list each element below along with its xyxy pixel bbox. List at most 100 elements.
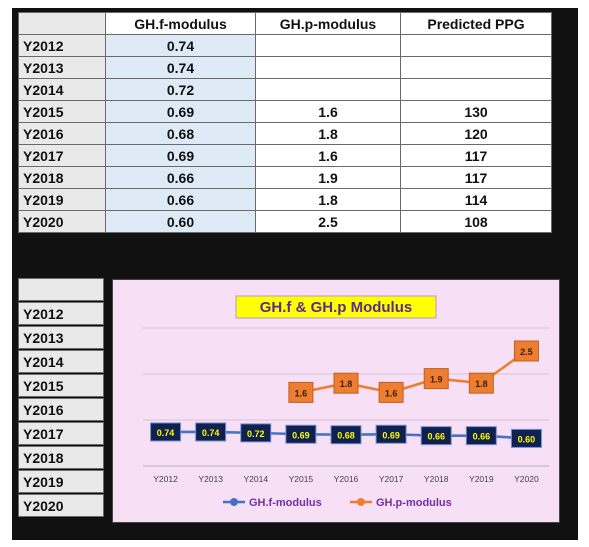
legend-marker	[357, 498, 365, 506]
legend-label: GH.p-modulus	[376, 497, 452, 509]
predicted-ppg-cell: 117	[400, 166, 552, 189]
gh-f-label-box	[285, 424, 317, 444]
gh-f-data-label: 0.69	[292, 430, 310, 440]
gf-modulus-cell: 0.60	[105, 210, 256, 233]
year-cell: Y2015	[18, 100, 106, 123]
gf-modulus-cell: 0.66	[105, 166, 256, 189]
legend-marker	[230, 498, 238, 506]
gh-f-label-box	[510, 428, 542, 448]
predicted-ppg-cell: 108	[400, 210, 552, 233]
data-table: GH.f-modulus GH.p-modulus Predicted PPG Y20…	[18, 12, 552, 233]
predicted-ppg-cell	[400, 34, 552, 57]
table-row: Y2017 0.69 1.6 117	[18, 144, 552, 167]
year-cell: Y2013	[18, 56, 106, 79]
gf-modulus-cell: 0.66	[105, 188, 256, 211]
modulus-line-chart: GH.f & GH.p Modulus Y2012 Y2013 Y2014 Y2015 Y…	[143, 295, 549, 509]
year-cell: Y2012	[18, 34, 106, 57]
x-tick-label: Y2020	[514, 474, 539, 484]
lower-year-cell: Y2020	[18, 494, 104, 517]
header-corner-cell	[18, 12, 106, 35]
gh-f-data-label: 0.69	[382, 430, 400, 440]
predicted-ppg-cell: 117	[400, 144, 552, 167]
x-tick-label: Y2013	[198, 474, 223, 484]
table-row: Y2012 0.74	[18, 34, 552, 57]
lower-year-cell: Y2012	[18, 302, 104, 325]
gh-p-data-label: 1.8	[475, 379, 488, 389]
gh-f-data-label: 0.60	[518, 434, 536, 444]
gh-f-data-label: 0.66	[427, 432, 445, 442]
chart-title-box	[235, 295, 437, 319]
year-cell: Y2014	[18, 78, 106, 101]
x-tick-label: Y2012	[153, 474, 178, 484]
chart-panel: GH.f & GH.p Modulus Y2012 Y2013 Y2014 Y2015 Y…	[112, 279, 560, 523]
gf-modulus-cell: 0.69	[105, 144, 256, 167]
chart-title: GH.f & GH.p Modulus	[260, 299, 412, 316]
x-tick-label: Y2019	[469, 474, 494, 484]
gp-modulus-cell: 1.6	[255, 100, 401, 123]
predicted-ppg-cell	[400, 78, 552, 101]
column-header: GH.p-modulus	[255, 12, 401, 35]
x-tick-label: Y2015	[289, 474, 314, 484]
x-tick-label: Y2014	[243, 474, 268, 484]
table-row: Y2019 0.66 1.8 114	[18, 188, 552, 211]
gp-modulus-cell: 1.8	[255, 122, 401, 145]
gh-f-data-label: 0.68	[337, 431, 355, 441]
gh-p-data-label: 1.8	[340, 379, 353, 389]
table-row: Y2015 0.69 1.6 130	[18, 100, 552, 123]
lower-year-blank-cell	[18, 278, 104, 301]
gp-modulus-cell: 1.9	[255, 166, 401, 189]
gp-modulus-cell: 2.5	[255, 210, 401, 233]
gh-f-data-label: 0.72	[247, 429, 265, 439]
gh-p-data-label: 2.5	[520, 347, 533, 357]
x-tick-label: Y2016	[334, 474, 359, 484]
gf-modulus-cell: 0.74	[105, 34, 256, 57]
gh-p-point	[288, 381, 314, 403]
gp-modulus-cell: 1.6	[255, 144, 401, 167]
gh-f-label-box	[240, 423, 272, 443]
x-tick-label: Y2017	[379, 474, 404, 484]
year-cell: Y2018	[18, 166, 106, 189]
gh-p-data-label: 1.6	[295, 388, 308, 398]
gf-modulus-cell: 0.72	[105, 78, 256, 101]
gp-modulus-cell	[255, 78, 401, 101]
table-row: Y2014 0.72	[18, 78, 552, 101]
table-row: Y2020 0.60 2.5 108	[18, 210, 552, 233]
gh-f-label-box	[420, 426, 452, 446]
gh-f-label-box	[330, 425, 362, 445]
lower-year-cell: Y2018	[18, 446, 104, 469]
lower-year-cell: Y2019	[18, 470, 104, 493]
legend-label: GH.f-modulus	[249, 497, 322, 509]
lower-year-cell: Y2015	[18, 374, 104, 397]
predicted-ppg-cell	[400, 56, 552, 79]
table-row: Y2018 0.66 1.9 117	[18, 166, 552, 189]
lower-year-cell: Y2013	[18, 326, 104, 349]
gh-f-data-label: 0.74	[157, 428, 175, 438]
year-cell: Y2020	[18, 210, 106, 233]
gh-p-point	[468, 372, 494, 394]
gh-p-point	[423, 368, 449, 390]
gf-modulus-cell: 0.74	[105, 56, 256, 79]
gh-f-label-box	[195, 422, 227, 442]
gh-f-data-label: 0.66	[473, 432, 491, 442]
lower-year-cell: Y2017	[18, 422, 104, 445]
year-cell: Y2017	[18, 144, 106, 167]
x-tick-label: Y2018	[424, 474, 449, 484]
gp-modulus-cell: 1.8	[255, 188, 401, 211]
gh-f-label-box	[375, 424, 407, 444]
gh-f-label-box	[465, 426, 497, 446]
gh-p-point	[513, 340, 539, 362]
gh-f-label-box	[150, 422, 182, 442]
table-row: Y2016 0.68 1.8 120	[18, 122, 552, 145]
lower-year-cell: Y2014	[18, 350, 104, 373]
column-header: Predicted PPG	[400, 12, 552, 35]
gp-modulus-cell	[255, 56, 401, 79]
gh-p-point	[378, 381, 404, 403]
column-header: GH.f-modulus	[105, 12, 256, 35]
gf-modulus-cell: 0.68	[105, 122, 256, 145]
gf-modulus-cell: 0.69	[105, 100, 256, 123]
predicted-ppg-cell: 120	[400, 122, 552, 145]
lower-year-cell: Y2016	[18, 398, 104, 421]
year-cell: Y2019	[18, 188, 106, 211]
lower-year-column: Y2012 Y2013 Y2014 Y2015 Y2016 Y2017 Y2018 Y2019…	[18, 278, 104, 518]
gh-p-point	[333, 372, 359, 394]
